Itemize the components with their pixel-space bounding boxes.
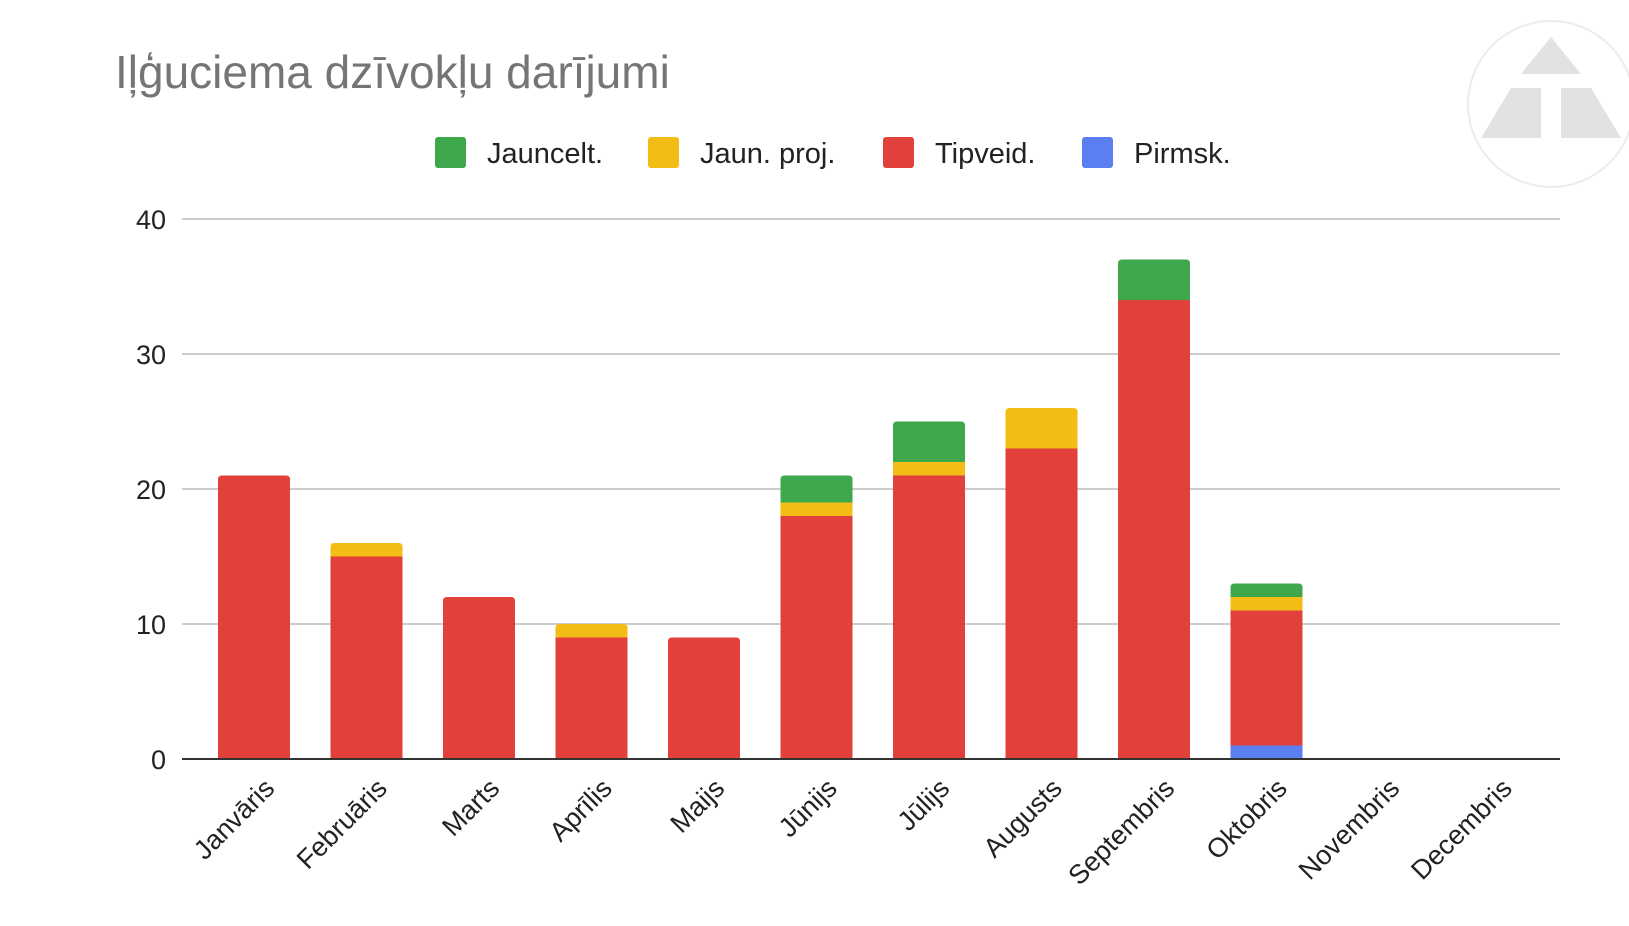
legend-swatch xyxy=(883,137,914,168)
legend-label: Tipveid. xyxy=(935,138,1035,170)
legend-label: Jaun. proj. xyxy=(700,138,835,170)
legend-swatch xyxy=(648,137,679,168)
legend-item-tipveid: Tipveid. xyxy=(883,137,1035,170)
bar-septembris-tipveid xyxy=(1118,300,1190,759)
bar-augusts-jaun-proj xyxy=(1005,408,1078,449)
y-tick-label: 30 xyxy=(136,340,166,370)
x-tick-label-septembris: Septembris xyxy=(1062,773,1180,891)
legend-label: Jauncelt. xyxy=(487,138,603,170)
bar-oktobris-jaun-proj xyxy=(1230,597,1303,611)
bar-augusts-tipveid xyxy=(1005,448,1078,759)
y-tick-label: 20 xyxy=(136,475,166,505)
x-axis-labels: Janvāris Februāris Marts Aprīlis Maijs Jūnijs… xyxy=(188,773,1518,891)
x-tick-label-februaris: Februāris xyxy=(291,773,393,875)
x-tick-label-oktobris: Oktobris xyxy=(1200,773,1292,865)
bar-julijs-tipveid xyxy=(893,475,965,759)
bar-julijs-jaun-proj xyxy=(893,462,965,476)
x-tick-label-junijs: Jūnijs xyxy=(773,773,843,843)
logo-top-triangle xyxy=(1521,37,1581,74)
bar-februaris-tipveid xyxy=(330,556,403,759)
legend-swatch xyxy=(1082,137,1113,168)
bar-oktobris-jauncelt xyxy=(1230,583,1303,597)
legend: Jauncelt. Jaun. proj. Tipveid. Pirmsk. xyxy=(435,137,1231,170)
bar-junijs-jaun-proj xyxy=(780,502,853,516)
y-axis-ticks: 0 10 20 30 40 xyxy=(136,205,166,775)
y-tick-label: 0 xyxy=(151,745,166,775)
bar-julijs-jauncelt xyxy=(893,421,965,462)
bar-oktobris-tipveid xyxy=(1230,610,1303,746)
legend-swatch xyxy=(435,137,466,168)
bar-aprilis-tipveid xyxy=(555,637,628,759)
bars xyxy=(218,259,1303,759)
y-tick-label: 40 xyxy=(136,205,166,235)
logo-left-shape xyxy=(1481,88,1541,138)
bar-janvaris-tipveid xyxy=(218,475,290,759)
x-tick-label-maijs: Maijs xyxy=(664,773,730,839)
bar-maijs-tipveid xyxy=(668,637,740,759)
logo-right-shape xyxy=(1561,88,1621,138)
bar-februaris-jaun-proj xyxy=(330,543,403,557)
x-tick-label-augusts: Augusts xyxy=(978,773,1068,863)
x-tick-label-marts: Marts xyxy=(436,773,505,842)
y-tick-label: 10 xyxy=(136,610,166,640)
bar-marts-tipveid xyxy=(443,597,515,759)
bar-oktobris-pirmsk xyxy=(1230,745,1303,759)
gridlines xyxy=(182,218,1560,625)
legend-item-pirmsk: Pirmsk. xyxy=(1082,137,1231,170)
bar-junijs-tipveid xyxy=(780,516,853,759)
bar-septembris-jauncelt xyxy=(1118,259,1190,300)
bar-junijs-jauncelt xyxy=(780,475,853,503)
bar-aprilis-jaun-proj xyxy=(555,624,628,638)
x-tick-label-janvaris: Janvāris xyxy=(188,773,280,865)
x-tick-label-julijs: Jūlijs xyxy=(892,773,956,837)
legend-item-jauncelt: Jauncelt. xyxy=(435,137,603,170)
x-tick-label-decembris: Decembris xyxy=(1405,773,1517,885)
legend-label: Pirmsk. xyxy=(1134,138,1231,170)
logo-icon xyxy=(1467,20,1629,188)
chart-title: Iļģuciema dzīvokļu darījumi xyxy=(115,46,670,98)
x-tick-label-aprilis: Aprīlis xyxy=(543,773,617,847)
legend-item-jaun-proj: Jaun. proj. xyxy=(648,137,835,170)
x-tick-label-novembris: Novembris xyxy=(1293,773,1405,885)
